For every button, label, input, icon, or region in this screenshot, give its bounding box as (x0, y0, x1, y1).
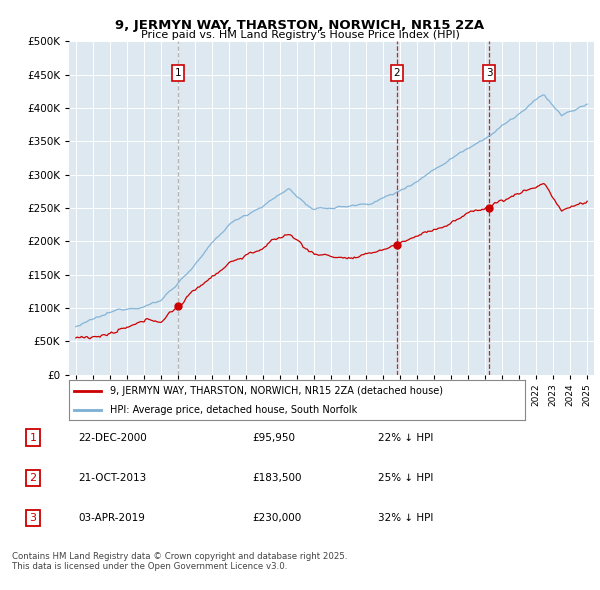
Text: Contains HM Land Registry data © Crown copyright and database right 2025.
This d: Contains HM Land Registry data © Crown c… (12, 552, 347, 571)
Text: 22% ↓ HPI: 22% ↓ HPI (378, 433, 433, 442)
Text: 21-OCT-2013: 21-OCT-2013 (78, 473, 146, 483)
Text: 03-APR-2019: 03-APR-2019 (78, 513, 145, 523)
Text: 22-DEC-2000: 22-DEC-2000 (78, 433, 147, 442)
Text: 9, JERMYN WAY, THARSTON, NORWICH, NR15 2ZA (detached house): 9, JERMYN WAY, THARSTON, NORWICH, NR15 2… (110, 386, 443, 396)
Text: 32% ↓ HPI: 32% ↓ HPI (378, 513, 433, 523)
Text: Price paid vs. HM Land Registry's House Price Index (HPI): Price paid vs. HM Land Registry's House … (140, 30, 460, 40)
Text: £95,950: £95,950 (252, 433, 295, 442)
Text: 1: 1 (29, 433, 37, 442)
Text: 2: 2 (394, 68, 400, 78)
Text: 3: 3 (29, 513, 37, 523)
Text: 3: 3 (486, 68, 493, 78)
Text: £183,500: £183,500 (252, 473, 302, 483)
Text: HPI: Average price, detached house, South Norfolk: HPI: Average price, detached house, Sout… (110, 405, 357, 415)
Text: 2: 2 (29, 473, 37, 483)
Text: 9, JERMYN WAY, THARSTON, NORWICH, NR15 2ZA: 9, JERMYN WAY, THARSTON, NORWICH, NR15 2… (115, 19, 485, 32)
Text: 25% ↓ HPI: 25% ↓ HPI (378, 473, 433, 483)
Text: £230,000: £230,000 (252, 513, 301, 523)
Text: 1: 1 (175, 68, 181, 78)
